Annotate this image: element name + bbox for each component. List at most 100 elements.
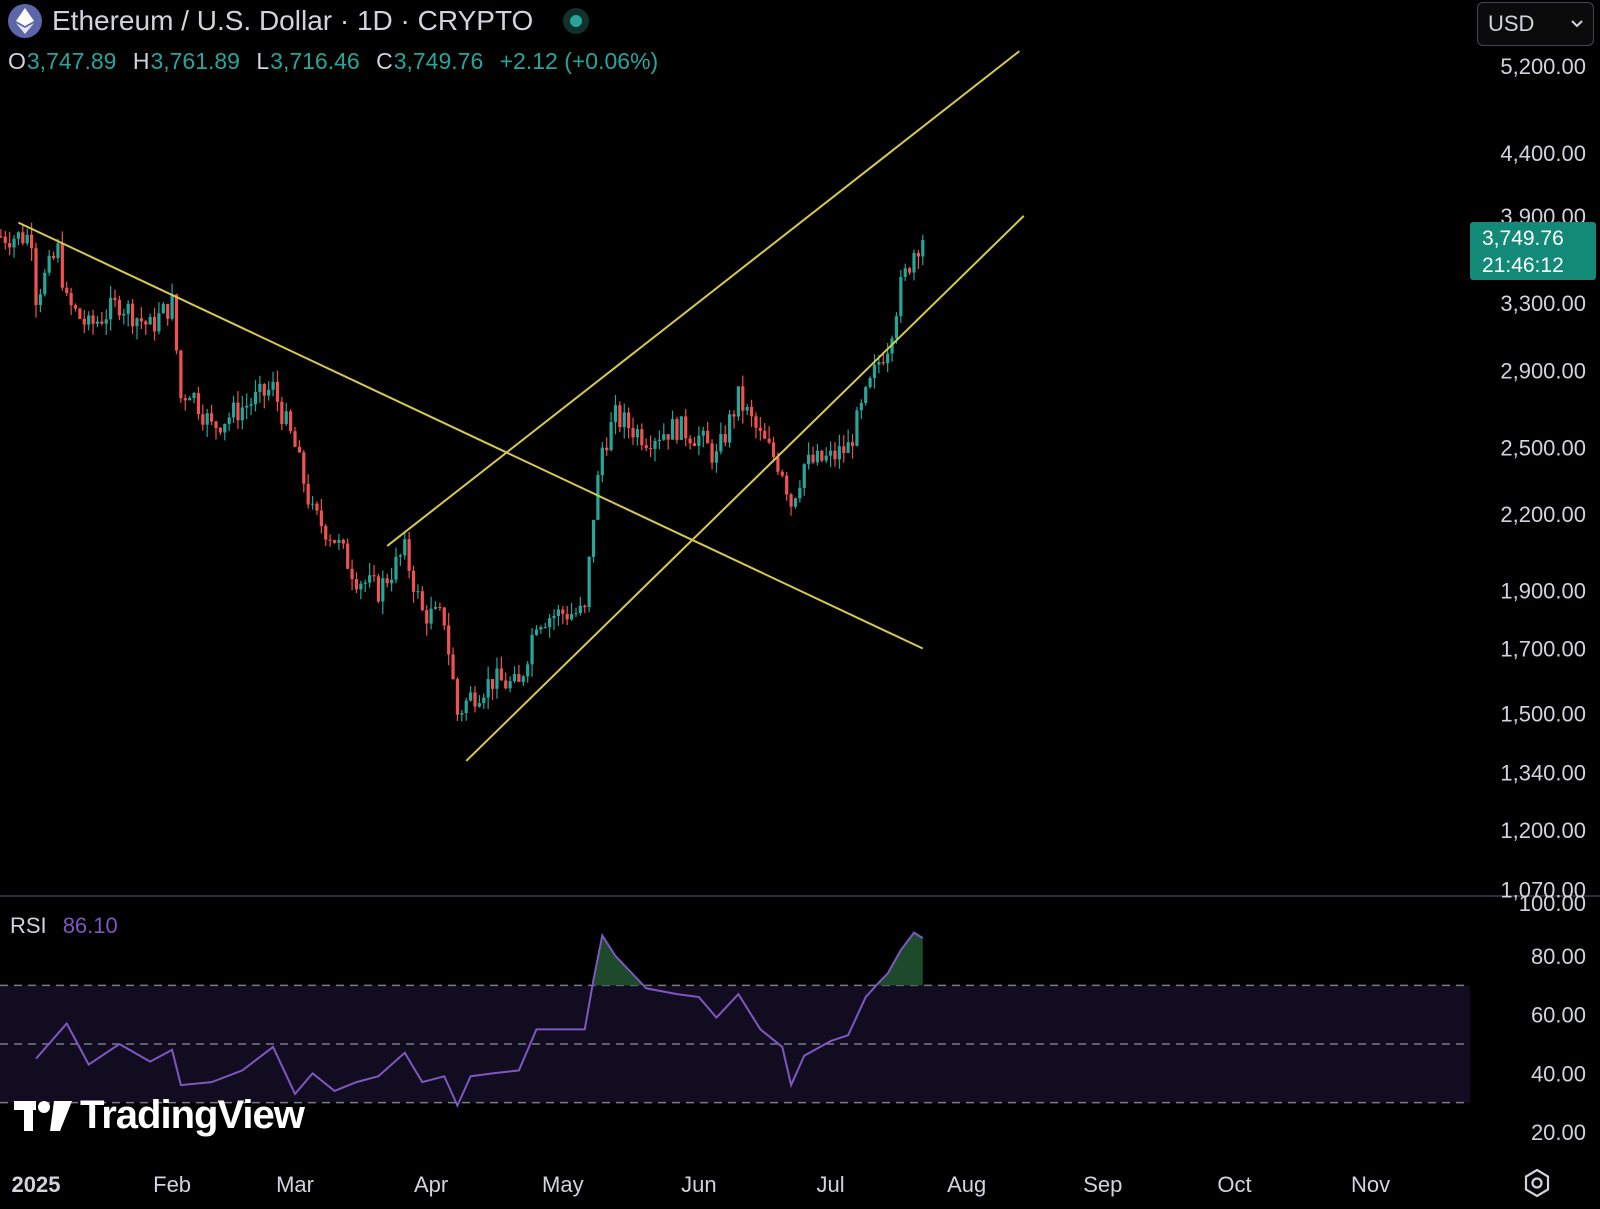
candle-body xyxy=(139,318,143,322)
candle-body xyxy=(526,664,530,677)
tradingview-logo[interactable]: TradingView xyxy=(14,1093,305,1138)
candle-body xyxy=(394,556,398,580)
candle-body xyxy=(684,416,688,439)
candle-body xyxy=(881,362,885,364)
candle-body xyxy=(196,393,201,415)
candle-body xyxy=(166,304,170,319)
candle-body xyxy=(864,387,868,403)
candle-body xyxy=(706,430,710,444)
candle-body xyxy=(289,411,293,432)
candle-body xyxy=(192,393,196,399)
candle-body xyxy=(697,435,701,446)
settings-icon[interactable] xyxy=(1522,1168,1552,1198)
candle-body xyxy=(670,419,675,440)
candle-body xyxy=(872,364,877,378)
price-tick-label: 2,500.00 xyxy=(1500,436,1586,461)
candle-body xyxy=(319,510,323,527)
time-tick-label: Apr xyxy=(414,1172,448,1197)
candle-body xyxy=(135,318,139,327)
candle-body xyxy=(148,316,152,325)
candle-body xyxy=(789,494,793,507)
candle-body xyxy=(798,487,802,499)
candle-body xyxy=(381,578,385,602)
candle-body xyxy=(855,410,859,446)
candle-body xyxy=(473,692,477,707)
time-axis[interactable]: 2025 Feb Mar Apr May Jun Jul Aug Sep Oct Nov xyxy=(12,1172,1391,1197)
candle-body xyxy=(631,428,635,438)
candle-body xyxy=(302,452,306,484)
rsi-overbought-fill xyxy=(878,932,923,986)
logo-text: TradingView xyxy=(80,1093,305,1137)
candle-body xyxy=(109,297,113,320)
candle-body xyxy=(833,450,837,460)
low-value: 3,716.46 xyxy=(270,48,360,74)
candle-body xyxy=(78,308,82,319)
candle-body xyxy=(596,475,600,520)
candle-body xyxy=(482,697,486,704)
candle-body xyxy=(539,627,543,630)
candle-body xyxy=(758,427,762,431)
candle-body xyxy=(749,406,754,417)
candle-body xyxy=(227,417,231,424)
candle-body xyxy=(389,579,394,584)
candle-body xyxy=(25,234,29,244)
rsi-legend[interactable]: RSI 86.10 xyxy=(10,913,118,939)
candle-body xyxy=(653,440,657,449)
candle-body xyxy=(508,681,512,689)
candle-body xyxy=(728,414,732,443)
candle-body xyxy=(850,442,855,446)
candle-body xyxy=(385,578,389,584)
candle-body xyxy=(201,414,205,425)
candle-body xyxy=(34,248,38,306)
candle-body xyxy=(469,692,473,701)
candle-body xyxy=(328,539,332,541)
symbol-header[interactable]: Ethereum / U.S. Dollar · 1D · CRYPTO xyxy=(8,4,590,38)
price-axis[interactable]: 5,200.004,400.003,900.003,300.002,900.00… xyxy=(1500,54,1586,903)
candle-body xyxy=(21,232,25,244)
candle-body xyxy=(236,402,240,421)
trendlines[interactable] xyxy=(18,50,1025,762)
candle-body xyxy=(407,539,411,571)
tradingview-logo-icon xyxy=(14,1100,72,1131)
time-tick-label: Oct xyxy=(1217,1172,1251,1197)
rsi-axis[interactable]: 100.00 80.00 60.00 40.00 20.00 xyxy=(1519,891,1586,1145)
price-tick-label: 1,900.00 xyxy=(1500,579,1586,604)
candle-body xyxy=(552,615,556,619)
price-tick-label: 4,400.00 xyxy=(1500,141,1586,166)
time-tick-label: May xyxy=(542,1172,584,1197)
time-tick-label: Feb xyxy=(153,1172,191,1197)
candle-body xyxy=(565,613,569,620)
candle-body xyxy=(3,236,7,244)
chevron-down-icon xyxy=(1571,20,1583,28)
candle-body xyxy=(420,591,424,611)
candle-body xyxy=(477,703,481,707)
candle-body xyxy=(73,305,78,309)
candle-body xyxy=(8,243,12,248)
market-open-icon xyxy=(563,8,590,34)
candle-body xyxy=(903,268,907,278)
candle-body xyxy=(688,438,692,444)
candle-body xyxy=(411,570,416,592)
candle-body xyxy=(521,676,525,682)
candle-body xyxy=(310,503,315,505)
high-label: H xyxy=(132,48,150,74)
candle-body xyxy=(346,543,350,569)
candle-body xyxy=(886,353,890,364)
candle-body xyxy=(785,475,789,495)
candle-body xyxy=(543,627,547,629)
candle-body xyxy=(372,575,376,577)
price-tick-label: 1,340.00 xyxy=(1500,761,1586,786)
candle-body xyxy=(117,299,122,316)
candle-body xyxy=(293,431,297,447)
candle-body xyxy=(820,450,824,461)
candle-body xyxy=(56,243,60,259)
currency-select[interactable]: USD xyxy=(1477,2,1594,46)
candle-body xyxy=(679,416,683,440)
candle-body xyxy=(447,625,451,655)
rsi-tick-label: 20.00 xyxy=(1531,1120,1586,1145)
candle-body xyxy=(297,446,301,453)
candle-body xyxy=(916,253,920,257)
open-value: 3,747.89 xyxy=(26,48,117,74)
candle-body xyxy=(144,321,148,325)
